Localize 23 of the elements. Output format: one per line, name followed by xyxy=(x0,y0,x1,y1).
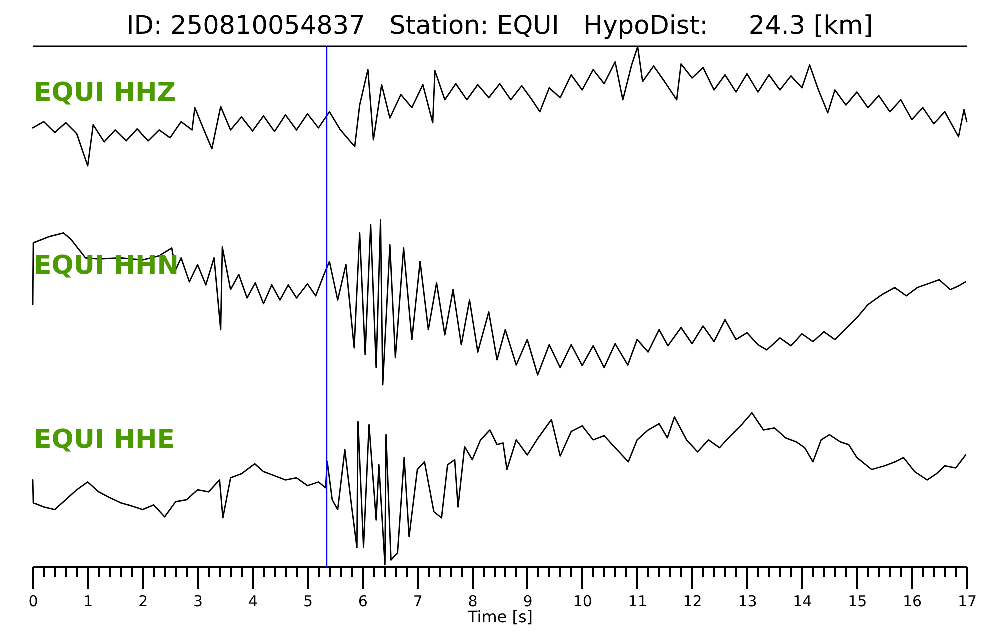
x-tick-label: 6 xyxy=(358,592,368,610)
x-tick-label: 13 xyxy=(738,592,758,610)
x-tick-label: 10 xyxy=(573,592,592,610)
x-tick-label: 2 xyxy=(138,592,148,610)
chart-title: ID: 250810054837 Station: EQUI HypoDist: 24.3 [km] xyxy=(126,10,874,41)
x-axis-title: Time [s] xyxy=(466,608,534,626)
x-tick-label: 14 xyxy=(793,592,812,610)
x-tick-label: 15 xyxy=(848,592,868,610)
x-tick-label: 3 xyxy=(194,592,204,610)
x-tick-label: 0 xyxy=(28,592,38,610)
x-tick-label: 8 xyxy=(468,592,478,610)
x-tick-label: 16 xyxy=(903,592,922,610)
x-tick-label: 9 xyxy=(523,592,533,610)
x-tick-label: 7 xyxy=(413,592,423,610)
series-label: EQUI HHE xyxy=(34,425,175,455)
x-tick-label: 5 xyxy=(303,592,313,610)
series-label: EQUI HHZ xyxy=(34,78,176,108)
x-tick-label: 12 xyxy=(683,592,702,610)
x-tick-label: 1 xyxy=(84,592,94,610)
x-tick-label: 17 xyxy=(958,592,978,610)
x-tick-label: 11 xyxy=(628,592,648,610)
series-label: EQUI HHN xyxy=(34,251,179,281)
x-tick-label: 4 xyxy=(248,592,258,610)
